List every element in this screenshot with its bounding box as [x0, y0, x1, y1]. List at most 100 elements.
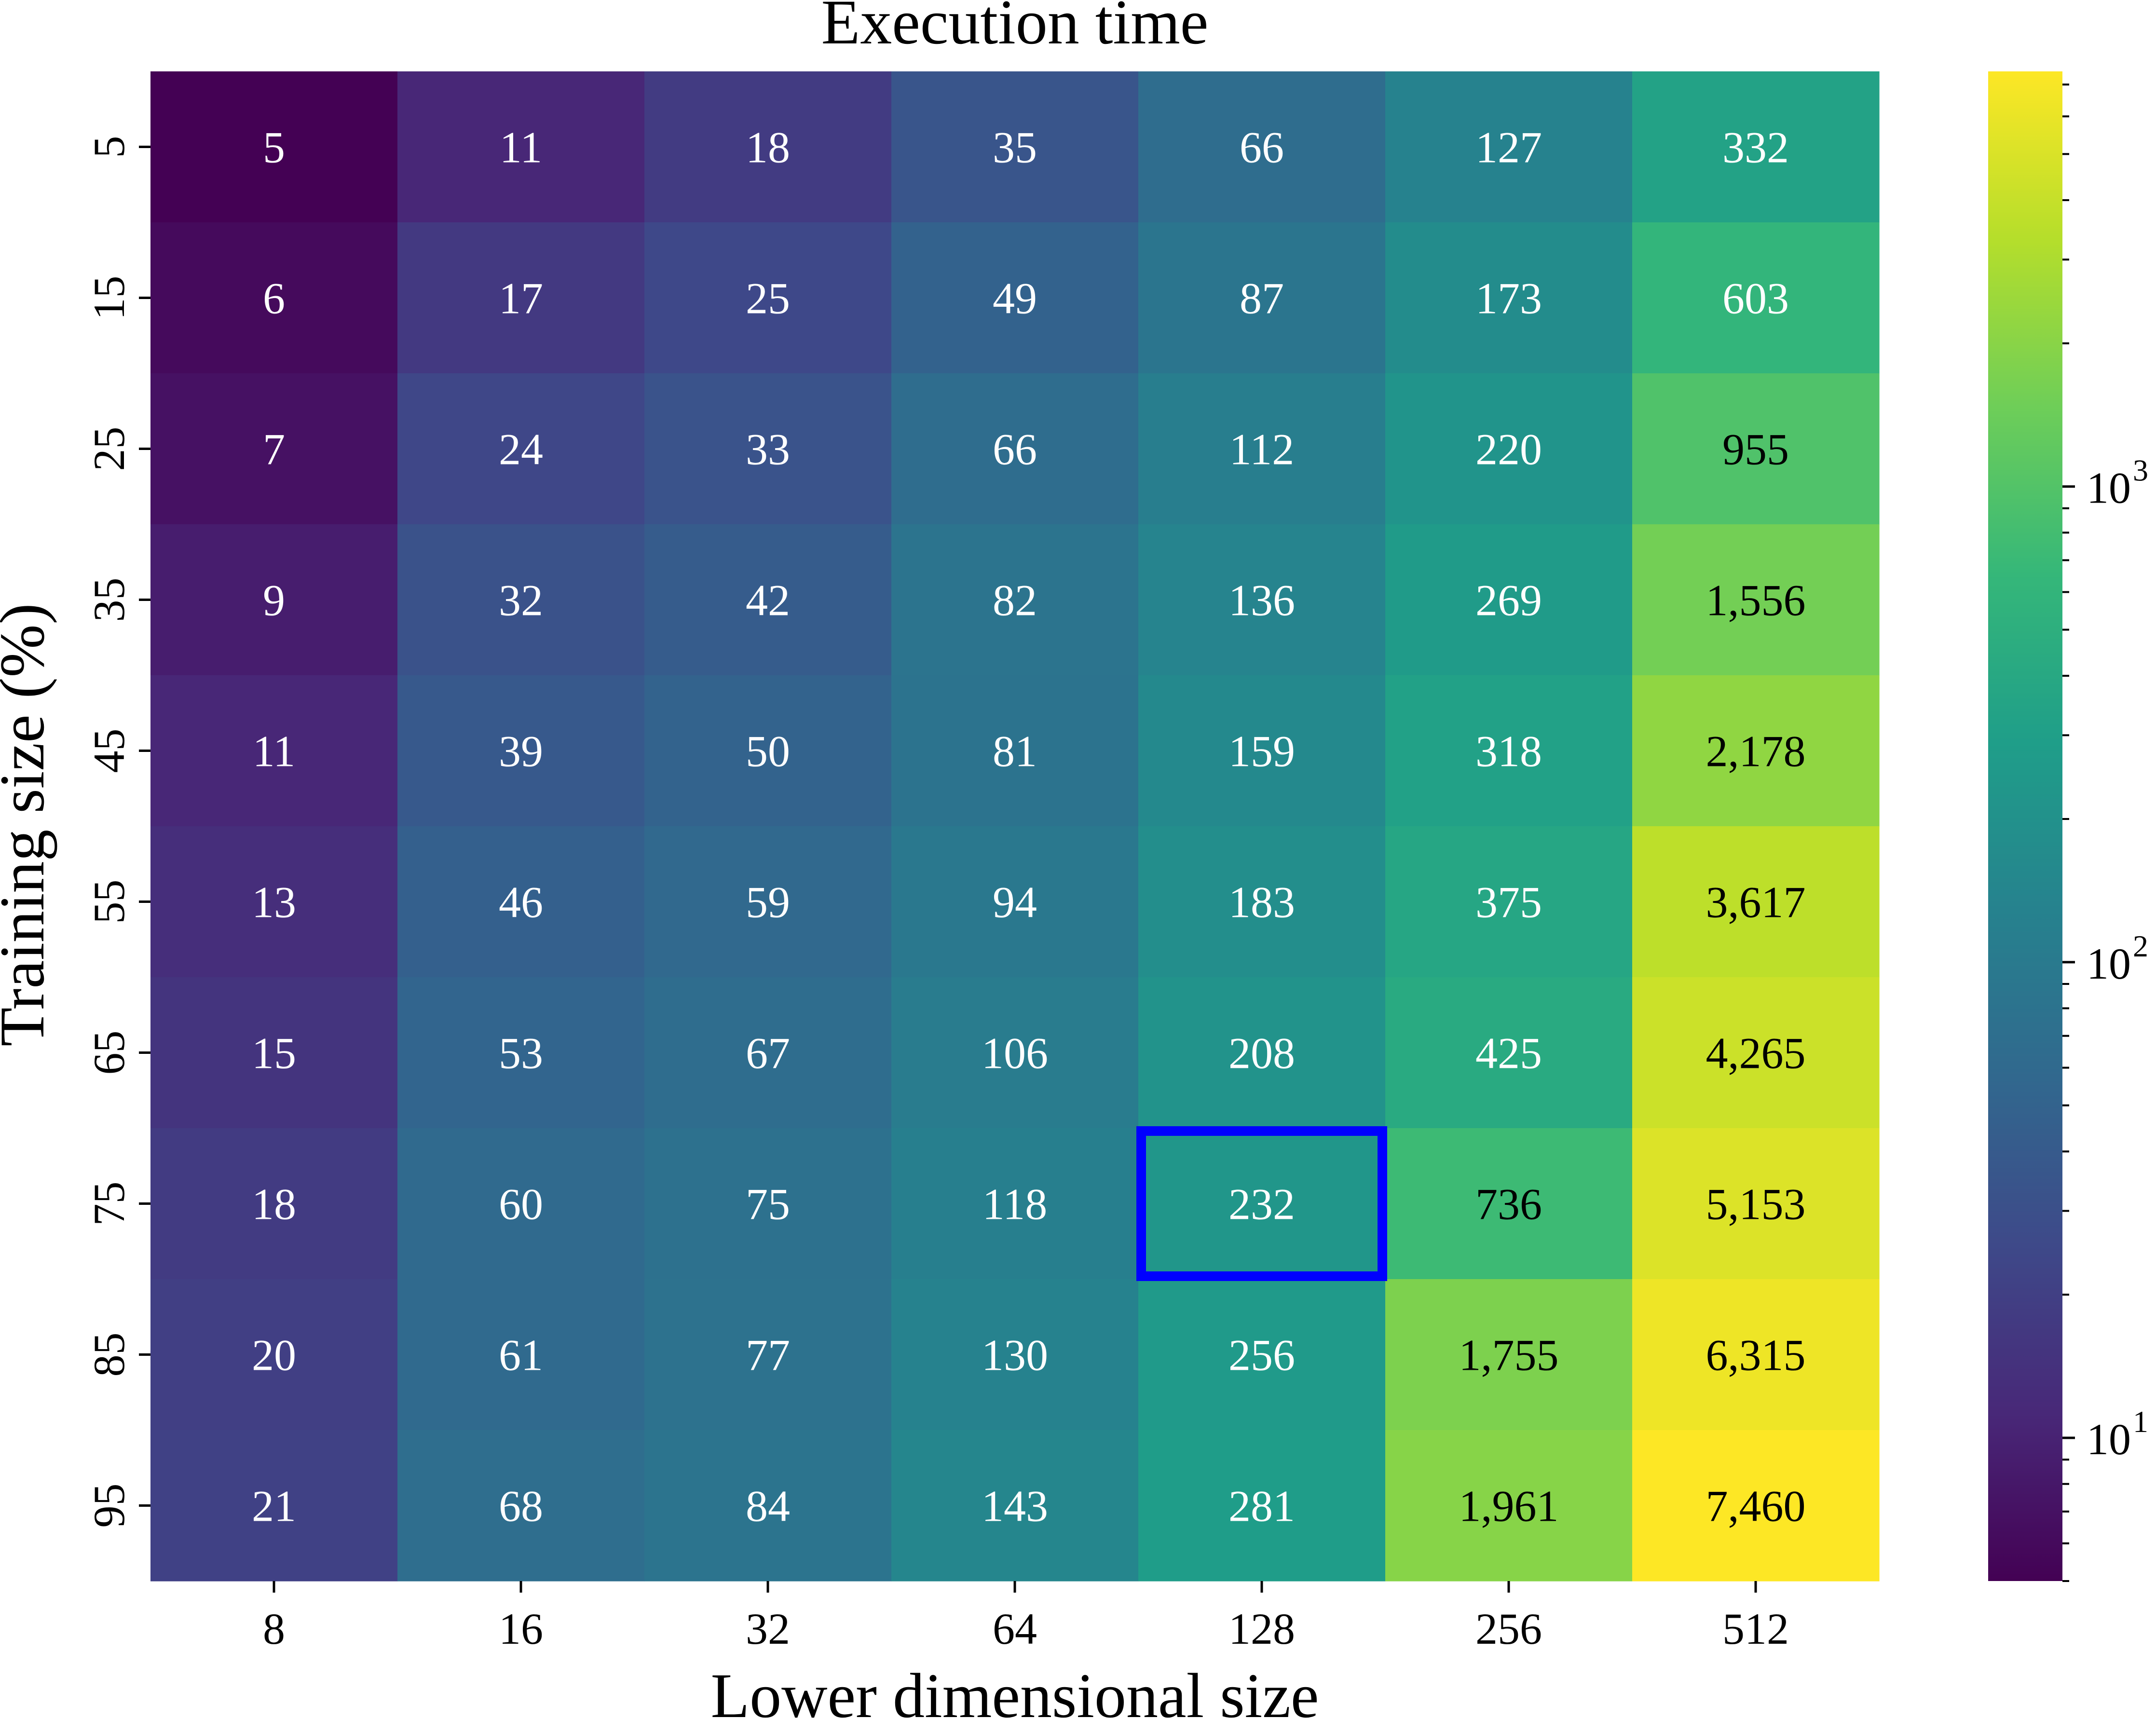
heatmap-cell [150, 71, 398, 223]
cell-value-label: 24 [499, 425, 543, 474]
heatmap-cell [1632, 675, 1880, 827]
heatmap-cell [1385, 524, 1633, 676]
highlight-layer [1136, 1126, 1387, 1281]
cell-value-label: 143 [982, 1482, 1048, 1531]
heatmap-cell [891, 373, 1139, 525]
heatmap-cell [1632, 1279, 1880, 1431]
cell-value-label: 15 [252, 1029, 296, 1078]
heatmap-cell [1138, 1279, 1386, 1431]
heatmap-cell [644, 977, 892, 1129]
cell-value-label: 127 [1475, 123, 1542, 172]
heatmap-cell [397, 373, 645, 525]
cell-value-label: 269 [1475, 576, 1542, 625]
cell-value-label: 18 [746, 123, 790, 172]
heatmap-cell [397, 1128, 645, 1280]
heatmap-cell [150, 826, 398, 978]
cell-value-label: 6 [263, 274, 285, 323]
heatmap-cell [397, 1430, 645, 1582]
cell-value-label: 84 [746, 1482, 790, 1531]
heatmap-cell [891, 1279, 1139, 1431]
y-tick-label: 5 [84, 136, 134, 158]
cell-value-label: 6,315 [1706, 1331, 1806, 1380]
cell-value-label: 82 [993, 576, 1037, 625]
heatmap-cell [891, 1128, 1139, 1280]
heatmap-cell [1138, 675, 1386, 827]
cell-value-label: 17 [499, 274, 543, 323]
heatmap-cell [150, 675, 398, 827]
heatmap-cell [1138, 222, 1386, 374]
heatmap-cell [1632, 826, 1880, 978]
heatmap-cell [1385, 222, 1633, 374]
x-tick-label: 32 [746, 1604, 790, 1653]
heatmap-cell [1385, 373, 1633, 525]
heatmap-cell [1385, 1279, 1633, 1431]
heatmap-cell [150, 524, 398, 676]
heatmap-cell [644, 1430, 892, 1582]
cell-value-label: 4,265 [1706, 1029, 1806, 1078]
cell-value-label: 94 [993, 878, 1037, 927]
cell-value-label: 20 [252, 1331, 296, 1380]
cell-value-label: 7 [263, 425, 285, 474]
x-tick-label: 64 [993, 1604, 1037, 1653]
y-tick-label: 45 [84, 729, 134, 773]
heatmap-cell [1385, 977, 1633, 1129]
heatmap-cell [1632, 373, 1880, 525]
heatmap-cell [150, 373, 398, 525]
colorbar-tick-label: 102 [2087, 929, 2148, 988]
cell-value-label: 232 [1228, 1180, 1295, 1229]
heatmap-cell [644, 524, 892, 676]
heatmap-cell [891, 977, 1139, 1129]
heatmap-cell [397, 826, 645, 978]
y-tick-label: 35 [84, 578, 134, 622]
y-tick-label: 15 [84, 276, 134, 320]
cell-value-label: 49 [993, 274, 1037, 323]
colorbar-tick-exponent: 3 [2133, 453, 2148, 488]
cell-value-label: 955 [1722, 425, 1789, 474]
heatmap-cell [891, 1430, 1139, 1582]
heatmap-cell [891, 826, 1139, 978]
cell-value-label: 118 [982, 1180, 1048, 1229]
cell-value-label: 59 [746, 878, 790, 927]
heatmap-cell [1632, 524, 1880, 676]
y-axis-ticks: 5 15 25 35 45 55 65 75 85 95 [84, 136, 150, 1528]
heatmap-cells [150, 71, 1880, 1582]
x-tick-label: 128 [1228, 1604, 1295, 1653]
cell-value-label: 61 [499, 1331, 543, 1380]
cell-value-label: 1,755 [1459, 1331, 1559, 1380]
cell-value-label: 5,153 [1706, 1180, 1806, 1229]
cell-value-label: 66 [993, 425, 1037, 474]
cell-value-label: 33 [746, 425, 790, 474]
heatmap-cell [1385, 675, 1633, 827]
y-tick-label: 65 [84, 1031, 134, 1075]
cell-value-label: 183 [1228, 878, 1295, 927]
cell-value-label: 208 [1228, 1029, 1295, 1078]
heatmap-cell [644, 1128, 892, 1280]
heatmap-cell [1138, 71, 1386, 223]
x-tick-label: 16 [499, 1604, 543, 1653]
heatmap-cell [1138, 826, 1386, 978]
x-tick-label: 512 [1722, 1604, 1789, 1653]
cell-value-label: 112 [1229, 425, 1295, 474]
y-tick-label: 95 [84, 1484, 134, 1528]
y-tick-label: 25 [84, 427, 134, 471]
x-tick-label: 256 [1475, 1604, 1542, 1653]
cell-value-label: 60 [499, 1180, 543, 1229]
colorbar: 103 102 101 [1988, 71, 2148, 1582]
cell-value-label: 130 [982, 1331, 1048, 1380]
heatmap-cell [891, 222, 1139, 374]
heatmap-cell [1385, 826, 1633, 978]
cell-value-label: 11 [253, 727, 296, 776]
cell-value-label: 173 [1475, 274, 1542, 323]
x-tick-label: 8 [263, 1604, 285, 1653]
heatmap-cell [150, 222, 398, 374]
cell-value-label: 53 [499, 1029, 543, 1078]
heatmap-cell [644, 373, 892, 525]
heatmap-cell [644, 71, 892, 223]
cell-value-label: 13 [252, 878, 296, 927]
heatmap-cell [644, 1279, 892, 1431]
heatmap-cell [1385, 1430, 1633, 1582]
cell-value-label: 375 [1475, 878, 1542, 927]
heatmap-cell [1385, 1128, 1633, 1280]
cell-value-label: 42 [746, 576, 790, 625]
